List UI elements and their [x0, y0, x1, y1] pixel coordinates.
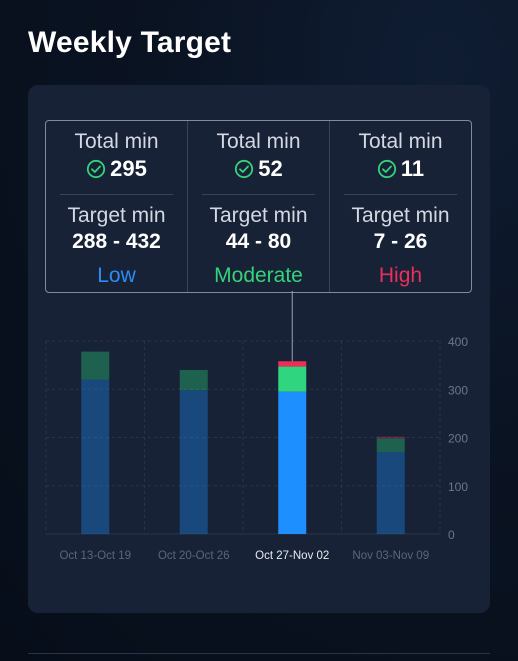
divider — [202, 194, 315, 195]
y-tick-label: 0 — [448, 528, 455, 542]
bar-segment[interactable] — [278, 391, 307, 534]
divider — [28, 653, 490, 654]
bar-segment[interactable] — [278, 366, 307, 392]
bar-segment[interactable] — [179, 390, 208, 534]
total-min-label: Total min — [216, 130, 301, 153]
x-tick-label[interactable]: Nov 03-Nov 09 — [352, 550, 429, 562]
total-min-value: 295 — [110, 156, 147, 181]
x-tick-label[interactable]: Oct 13-Oct 19 — [59, 550, 131, 562]
total-row: 295 — [86, 156, 147, 182]
x-tick-label[interactable]: Oct 20-Oct 26 — [158, 550, 230, 562]
y-tick-label: 200 — [448, 432, 468, 446]
total-min-label: Total min — [74, 130, 159, 153]
bar-segment[interactable] — [376, 436, 405, 439]
y-tick-label: 400 — [448, 335, 468, 349]
total-min-value: 11 — [400, 156, 425, 181]
check-circle-icon — [377, 159, 396, 179]
target-min-label: Target min — [67, 204, 166, 227]
y-tick-label: 300 — [448, 383, 468, 397]
x-tick-label[interactable]: Oct 27-Nov 02 — [255, 550, 329, 562]
target-min-label: Target min — [351, 204, 450, 227]
check-circle-icon — [235, 159, 254, 179]
intensity-label-moderate: Moderate — [214, 264, 303, 287]
weekly-stacked-bar-chart: 0 100 200 300 400 Oct 13-Oct 19 Oct 20-Oct 26 O… — [45, 291, 468, 562]
intensity-label-high: High — [378, 264, 423, 287]
summary-column-moderate: Total min 52 Target min 44 - 80 Moderate — [187, 121, 329, 292]
total-min-value: 52 — [258, 156, 283, 181]
target-min-label: Target min — [209, 204, 308, 227]
bar-segment[interactable] — [278, 361, 307, 367]
check-circle-icon — [87, 159, 106, 179]
bar-segment[interactable] — [81, 379, 110, 534]
target-min-range: 44 - 80 — [225, 230, 292, 253]
target-min-range: 288 - 432 — [72, 230, 161, 253]
weekly-target-card: Total min 295 Target min 288 - 432 Low T… — [28, 85, 490, 613]
divider — [60, 194, 173, 195]
target-min-range: 7 - 26 — [373, 230, 428, 253]
bar-segment[interactable] — [179, 369, 208, 391]
summary-tooltip: Total min 295 Target min 288 - 432 Low T… — [45, 120, 472, 293]
total-row: 52 — [234, 156, 283, 182]
divider — [344, 194, 457, 195]
page-title: Weekly Target — [28, 26, 232, 59]
total-min-label: Total min — [358, 130, 443, 153]
bar-segment[interactable] — [376, 438, 405, 452]
summary-column-high: Total min 11 Target min 7 - 26 High — [329, 121, 471, 292]
bar-segment[interactable] — [81, 351, 110, 380]
y-tick-label: 100 — [448, 480, 468, 494]
intensity-label-low: Low — [97, 264, 136, 287]
total-row: 11 — [377, 156, 424, 182]
bar-segment[interactable] — [376, 451, 405, 534]
summary-column-low: Total min 295 Target min 288 - 432 Low — [46, 121, 187, 292]
